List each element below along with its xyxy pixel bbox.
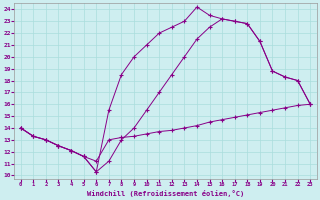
X-axis label: Windchill (Refroidissement éolien,°C): Windchill (Refroidissement éolien,°C) [87, 190, 244, 197]
